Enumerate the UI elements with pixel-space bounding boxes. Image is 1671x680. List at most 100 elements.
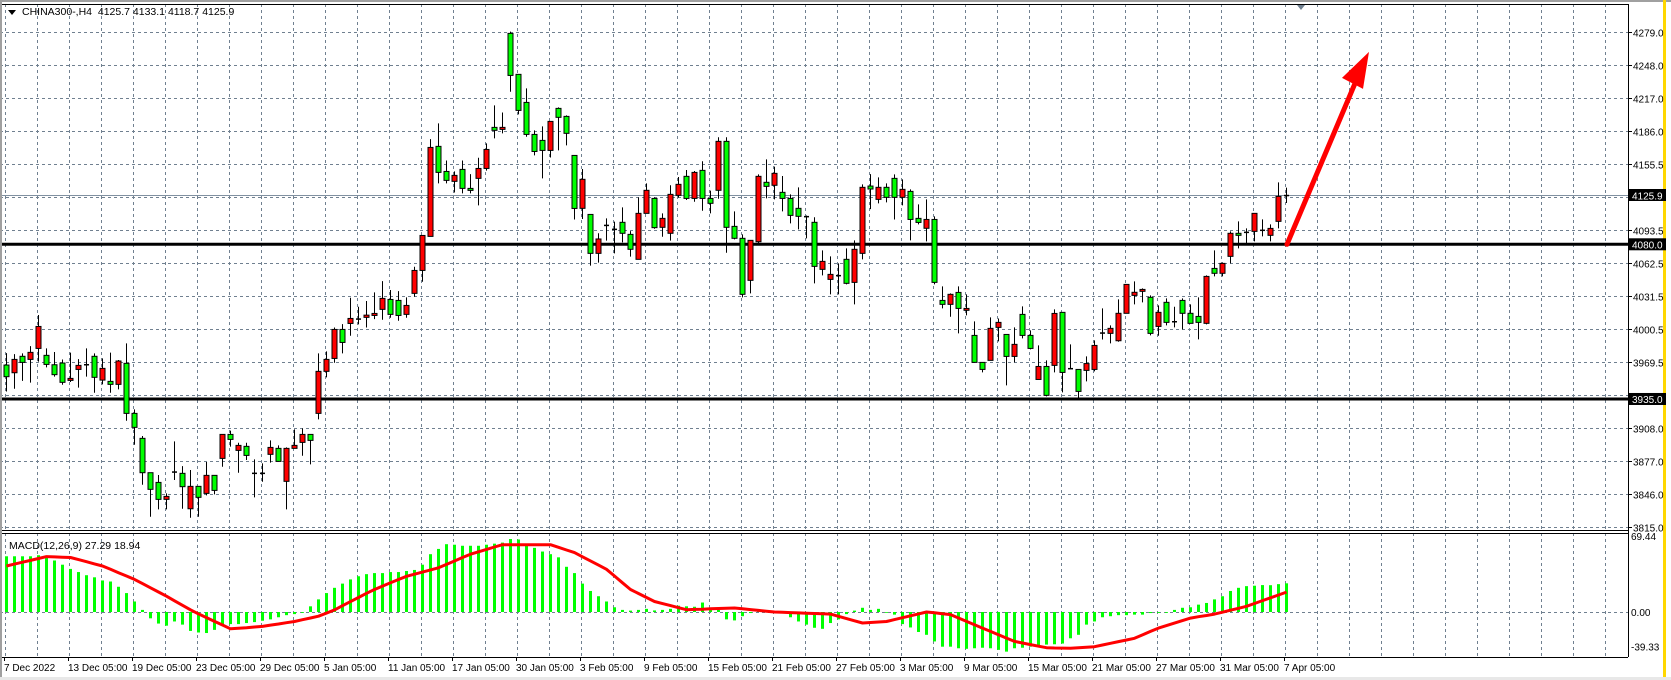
candle bbox=[627, 231, 634, 257]
candle bbox=[1083, 356, 1090, 382]
candle-body bbox=[771, 172, 778, 186]
candle bbox=[635, 197, 642, 260]
candle-body bbox=[3, 364, 10, 378]
arrow-up-right-icon[interactable] bbox=[1284, 51, 1369, 247]
triangle-down-icon[interactable] bbox=[8, 9, 16, 15]
candle bbox=[1172, 306, 1177, 328]
candle bbox=[715, 137, 722, 199]
window-top-edge bbox=[0, 0, 1671, 2]
macd-histogram-bar bbox=[1189, 607, 1192, 612]
candle bbox=[307, 433, 314, 465]
candle bbox=[179, 466, 186, 509]
macd-histogram-bar bbox=[53, 560, 56, 612]
candle-body bbox=[19, 355, 26, 363]
macd-tick-label: 69.44 bbox=[1631, 532, 1656, 543]
candle-body bbox=[11, 358, 18, 374]
candle bbox=[291, 429, 298, 449]
macd-histogram-bar bbox=[469, 545, 472, 612]
candle bbox=[475, 157, 482, 206]
level-price-label: 4080.0 bbox=[1632, 240, 1663, 251]
macd-histogram-bar bbox=[1021, 612, 1024, 648]
candle bbox=[683, 170, 690, 201]
candle-body bbox=[139, 437, 146, 474]
candle-body bbox=[675, 183, 682, 196]
macd-histogram-bar bbox=[1261, 585, 1264, 612]
macd-histogram-bar bbox=[285, 612, 288, 616]
candle-body bbox=[643, 189, 650, 214]
macd-histogram-bar bbox=[1229, 590, 1232, 612]
candle bbox=[595, 233, 602, 263]
arrow-shaft[interactable] bbox=[1284, 71, 1362, 247]
time-tick-label: 23 Dec 05:00 bbox=[196, 663, 256, 674]
macd-histogram-bar bbox=[405, 571, 408, 612]
macd-histogram-bar bbox=[725, 612, 728, 620]
candle bbox=[699, 161, 706, 211]
candle-body bbox=[299, 433, 306, 443]
candle-body bbox=[179, 472, 186, 488]
candle bbox=[235, 442, 242, 473]
candle bbox=[1100, 308, 1105, 340]
candle bbox=[979, 361, 986, 373]
chart-shift-triangle-icon[interactable] bbox=[1297, 5, 1305, 10]
time-tick-label: 17 Jan 05:00 bbox=[452, 663, 510, 674]
symbol-timeframe: CHINA300-,H4 bbox=[22, 6, 93, 18]
candle-body bbox=[1123, 283, 1130, 314]
macd-histogram-bar bbox=[1157, 612, 1160, 613]
candle-body bbox=[779, 191, 786, 199]
candle bbox=[507, 31, 514, 92]
macd-histogram-bar bbox=[789, 612, 792, 618]
candle-body bbox=[1267, 227, 1274, 236]
macd-histogram-bar bbox=[205, 612, 208, 634]
macd-histogram-bar bbox=[941, 612, 944, 647]
candle-body bbox=[579, 178, 586, 209]
candle-body bbox=[619, 221, 626, 234]
candle bbox=[1203, 275, 1210, 325]
candle-body bbox=[1083, 363, 1090, 371]
candle bbox=[131, 409, 138, 445]
macd-histogram-bar bbox=[541, 551, 544, 612]
candle bbox=[403, 297, 410, 318]
candle bbox=[619, 207, 626, 243]
candle bbox=[1131, 281, 1138, 305]
candle bbox=[99, 358, 106, 385]
candle-body bbox=[107, 380, 114, 385]
candle-body bbox=[1091, 344, 1098, 370]
candle-body bbox=[787, 197, 794, 216]
candle-body bbox=[195, 485, 202, 498]
macd-histogram-bar bbox=[621, 609, 624, 612]
scroll-marker-line[interactable] bbox=[1663, 0, 1666, 680]
macd-histogram-bar bbox=[309, 606, 312, 612]
candle bbox=[451, 171, 458, 193]
macd-histogram-bar bbox=[125, 593, 128, 612]
candle bbox=[604, 218, 609, 241]
macd-histogram-bar bbox=[909, 612, 912, 628]
candle bbox=[827, 256, 834, 295]
candle bbox=[899, 179, 906, 206]
candle bbox=[739, 234, 746, 298]
candle bbox=[1163, 298, 1170, 326]
candle-body bbox=[691, 171, 698, 199]
arrow-head[interactable] bbox=[1342, 51, 1369, 89]
macd-histogram-bar bbox=[1149, 612, 1152, 614]
current-price-label: 4125.9 bbox=[1632, 192, 1663, 203]
macd-histogram-bar bbox=[1053, 612, 1056, 645]
candle bbox=[1267, 224, 1274, 242]
macd-histogram-bar bbox=[701, 602, 704, 612]
candle bbox=[443, 160, 450, 184]
candle bbox=[243, 442, 250, 461]
candle bbox=[195, 485, 202, 517]
candle bbox=[107, 352, 114, 393]
candle-body bbox=[1051, 312, 1058, 366]
candle bbox=[955, 286, 962, 334]
candle-body bbox=[731, 225, 738, 239]
macd-histogram-bar bbox=[509, 539, 512, 612]
candle-body bbox=[67, 377, 74, 381]
price-tick-label: 4248.0 bbox=[1633, 62, 1664, 73]
price-tick-label: 4217.0 bbox=[1633, 95, 1664, 106]
macd-histogram-bar bbox=[165, 612, 168, 626]
macd-histogram-bar bbox=[501, 542, 504, 612]
time-tick-label: 30 Jan 05:00 bbox=[516, 663, 574, 674]
candle bbox=[459, 160, 466, 194]
